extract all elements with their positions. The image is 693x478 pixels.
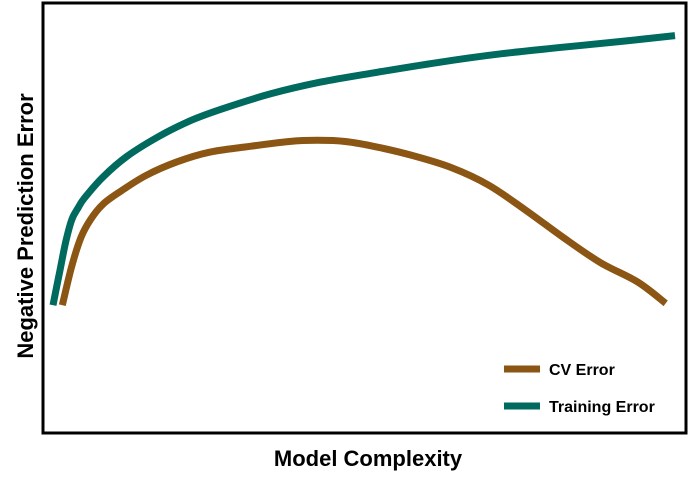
series-layer: [49, 32, 676, 307]
legend-label-training-error: Training Error: [549, 399, 655, 416]
series-line-cv-error: [58, 136, 668, 307]
legend-label-cv-error: CV Error: [549, 362, 615, 379]
series-line-training-error: [49, 32, 676, 306]
x-axis-label: Model Complexity: [274, 446, 463, 471]
y-axis-label: Negative Prediction Error: [13, 93, 38, 359]
legend: CV Error Training Error: [504, 362, 655, 416]
